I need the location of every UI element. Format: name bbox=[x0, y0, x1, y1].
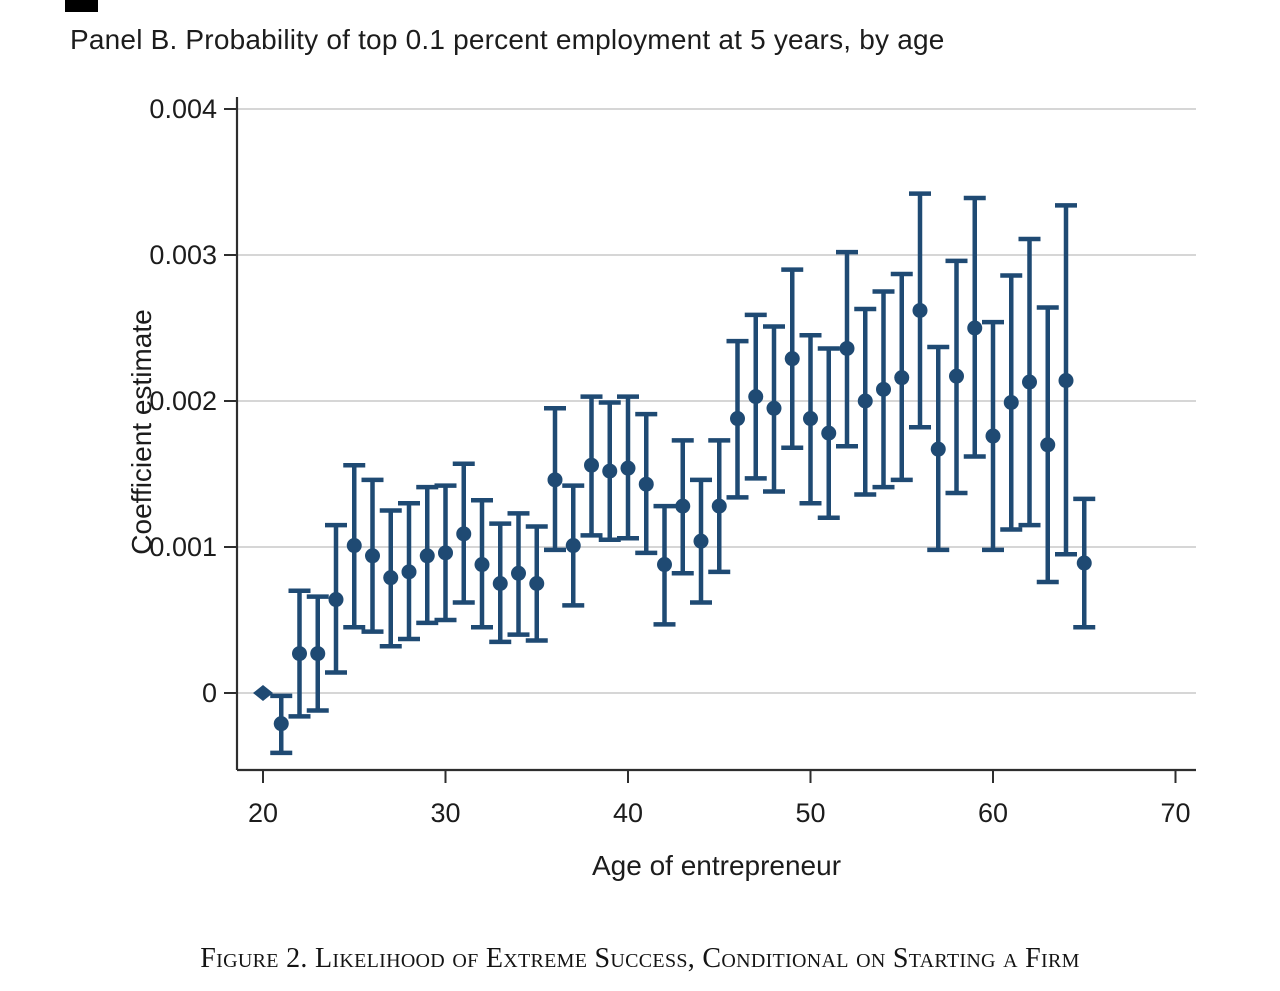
point-estimate-marker bbox=[1040, 437, 1056, 453]
point-estimate-marker bbox=[1022, 374, 1037, 390]
point-estimate-marker bbox=[857, 393, 873, 409]
point-estimate-marker bbox=[675, 498, 691, 514]
point-estimate-marker bbox=[1076, 555, 1092, 571]
panel-title: Panel B. Probability of top 0.1 percent … bbox=[70, 24, 945, 55]
x-tick-label: 50 bbox=[795, 798, 825, 828]
point-estimate-marker bbox=[511, 565, 526, 581]
point-estimate-marker bbox=[730, 411, 745, 427]
x-tick-label: 60 bbox=[978, 798, 1008, 828]
y-tick-label: 0.002 bbox=[149, 386, 217, 416]
point-estimate-marker bbox=[273, 716, 289, 732]
point-estimate-marker bbox=[419, 548, 435, 564]
point-estimate-marker bbox=[492, 576, 508, 591]
figure-caption: Figure 2. Likelihood of Extreme Success,… bbox=[200, 943, 1080, 974]
x-tick-label: 70 bbox=[1160, 798, 1190, 828]
point-estimate-marker bbox=[766, 400, 782, 416]
point-estimate-marker bbox=[711, 498, 727, 514]
point-estimate-marker bbox=[474, 557, 490, 573]
point-estimate-marker bbox=[328, 592, 344, 608]
point-estimate-marker bbox=[292, 646, 307, 662]
point-estimate-marker bbox=[456, 526, 472, 542]
y-tick-label: 0.001 bbox=[149, 532, 217, 562]
point-estimate-marker bbox=[547, 472, 563, 488]
point-estimate-marker bbox=[620, 460, 636, 476]
point-estimate-marker bbox=[821, 425, 837, 441]
point-estimate-marker bbox=[930, 441, 946, 457]
point-estimate-marker bbox=[839, 340, 855, 356]
x-tick-label: 30 bbox=[430, 798, 460, 828]
point-estimate-marker bbox=[310, 646, 326, 662]
point-estimate-marker bbox=[803, 411, 818, 427]
point-estimate-marker bbox=[1058, 373, 1074, 389]
point-estimate-marker bbox=[365, 548, 380, 564]
point-estimate-marker bbox=[602, 463, 618, 479]
point-estimate-marker bbox=[638, 476, 654, 492]
point-estimate-marker bbox=[584, 457, 599, 473]
y-axis-title: Coefficient estimate bbox=[126, 309, 157, 555]
x-tick-label: 40 bbox=[613, 798, 643, 828]
point-estimate-marker bbox=[346, 538, 362, 554]
point-estimate-marker bbox=[985, 428, 1001, 444]
y-tick-label: 0.004 bbox=[149, 94, 217, 124]
point-estimate-marker bbox=[912, 302, 928, 318]
point-estimate-marker bbox=[876, 381, 891, 397]
top-left-black-mark bbox=[65, 0, 98, 12]
point-estimate-marker bbox=[949, 368, 964, 384]
point-estimate-marker bbox=[565, 538, 581, 554]
x-axis-title: Age of entrepreneur bbox=[591, 850, 842, 881]
point-estimate-marker bbox=[438, 545, 453, 561]
point-estimate-marker bbox=[894, 370, 910, 386]
point-estimate-marker bbox=[383, 570, 399, 586]
point-estimate-marker bbox=[693, 533, 709, 549]
reference-point-marker bbox=[253, 685, 273, 701]
point-estimate-marker bbox=[529, 576, 545, 591]
point-estimate-marker bbox=[401, 564, 417, 580]
point-estimate-marker bbox=[967, 320, 983, 336]
y-tick-label: 0 bbox=[202, 678, 217, 708]
point-estimate-marker bbox=[657, 557, 672, 573]
point-estimate-marker bbox=[784, 351, 800, 367]
point-estimate-marker bbox=[748, 389, 764, 405]
point-estimate-marker bbox=[1003, 394, 1019, 410]
y-tick-label: 0.003 bbox=[149, 240, 217, 270]
x-tick-label: 20 bbox=[248, 798, 278, 828]
